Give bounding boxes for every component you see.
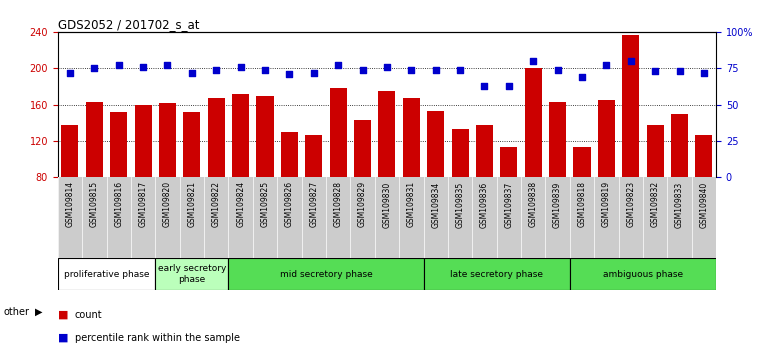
Bar (647, 125, 664, 177)
Point (64, 70, 76, 75)
Text: GSM109817: GSM109817 (139, 181, 148, 227)
Text: GSM109833: GSM109833 (675, 181, 684, 228)
Point (478, 83, 490, 88)
Text: GSM109831: GSM109831 (407, 181, 416, 227)
Text: GSM109821: GSM109821 (187, 181, 196, 227)
Bar (135, 104, 152, 177)
Point (259, 67, 271, 73)
Text: proliferative phase: proliferative phase (64, 270, 149, 279)
Bar (476, 125, 493, 177)
Bar (85, 102, 103, 177)
Point (551, 67, 564, 73)
Point (527, 58, 539, 64)
Bar (110, 112, 127, 177)
Point (357, 67, 369, 73)
Text: ambiguous phase: ambiguous phase (603, 270, 683, 279)
Bar (622, 35, 639, 177)
Text: GSM109827: GSM109827 (310, 181, 318, 227)
Bar (58, 258, 156, 290)
Text: count: count (75, 310, 102, 320)
Bar (524, 68, 542, 177)
Point (430, 67, 442, 73)
Bar (403, 98, 420, 177)
Text: GSM109840: GSM109840 (699, 181, 708, 228)
Point (576, 74, 588, 80)
Point (649, 68, 661, 74)
Bar (256, 96, 273, 177)
Point (624, 58, 637, 64)
Point (454, 67, 467, 73)
Point (283, 71, 296, 77)
Point (698, 70, 710, 75)
Text: GSM109816: GSM109816 (114, 181, 123, 227)
Text: GSM109835: GSM109835 (456, 181, 464, 228)
Bar (354, 120, 371, 177)
Point (332, 62, 344, 68)
Bar (695, 136, 712, 177)
Text: GSM109839: GSM109839 (553, 181, 562, 228)
Bar (232, 94, 249, 177)
Text: GSM109825: GSM109825 (260, 181, 269, 227)
Text: percentile rank within the sample: percentile rank within the sample (75, 333, 239, 343)
Bar (159, 103, 176, 177)
Bar (208, 98, 225, 177)
Bar (62, 125, 79, 177)
Text: other: other (4, 307, 30, 316)
Text: GSM109828: GSM109828 (333, 181, 343, 227)
Text: GSM109819: GSM109819 (602, 181, 611, 227)
Bar (451, 129, 469, 177)
Text: GSM109838: GSM109838 (529, 181, 537, 227)
Text: GSM109837: GSM109837 (504, 181, 514, 228)
Text: ■: ■ (58, 310, 69, 320)
Text: GSM109830: GSM109830 (383, 181, 391, 228)
Text: ▶: ▶ (35, 307, 42, 316)
Point (162, 62, 174, 68)
Bar (570, 258, 716, 290)
Point (210, 67, 223, 73)
Text: GSM109823: GSM109823 (626, 181, 635, 227)
Bar (330, 88, 346, 177)
Text: GSM109826: GSM109826 (285, 181, 294, 227)
Text: GSM109818: GSM109818 (578, 181, 587, 227)
Text: GSM109829: GSM109829 (358, 181, 367, 227)
Point (112, 62, 125, 68)
Bar (424, 258, 570, 290)
Bar (671, 114, 688, 177)
Bar (500, 147, 517, 177)
Point (234, 64, 246, 70)
Text: mid secretory phase: mid secretory phase (280, 270, 373, 279)
Text: GSM109836: GSM109836 (480, 181, 489, 228)
Point (503, 83, 515, 88)
Bar (378, 91, 396, 177)
Point (307, 70, 320, 75)
Text: GSM109832: GSM109832 (651, 181, 660, 227)
Bar (183, 112, 200, 177)
Point (137, 64, 149, 70)
Text: ■: ■ (58, 333, 69, 343)
Point (88, 65, 100, 71)
Point (673, 68, 686, 74)
Bar (598, 100, 615, 177)
Bar (156, 258, 229, 290)
Text: early secretory
phase: early secretory phase (158, 264, 226, 284)
Bar (281, 132, 298, 177)
Bar (229, 258, 424, 290)
Bar (574, 147, 591, 177)
Text: GSM109820: GSM109820 (163, 181, 172, 227)
Text: GSM109815: GSM109815 (90, 181, 99, 227)
Text: GSM109814: GSM109814 (65, 181, 75, 227)
Point (601, 62, 613, 68)
Text: GSM109822: GSM109822 (212, 181, 221, 227)
Point (405, 67, 417, 73)
Text: GSM109834: GSM109834 (431, 181, 440, 228)
Text: GSM109824: GSM109824 (236, 181, 245, 227)
Text: late secretory phase: late secretory phase (450, 270, 543, 279)
Bar (549, 102, 566, 177)
Point (381, 64, 393, 70)
Bar (305, 135, 323, 177)
Bar (427, 111, 444, 177)
Point (186, 70, 198, 75)
Text: GDS2052 / 201702_s_at: GDS2052 / 201702_s_at (58, 18, 199, 31)
